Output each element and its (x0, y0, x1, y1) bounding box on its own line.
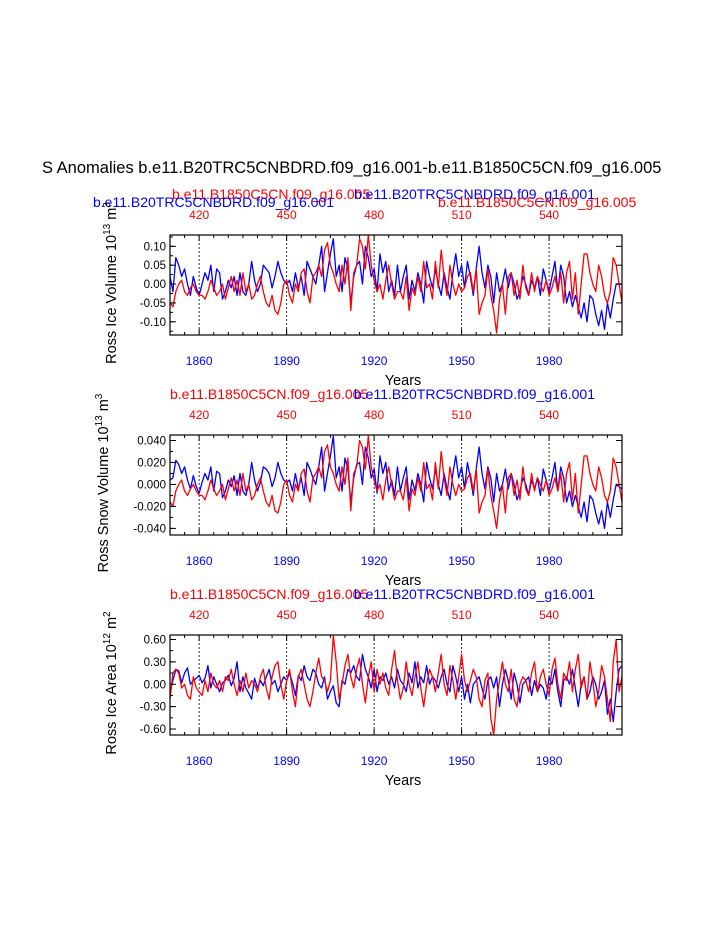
top-x-tick-label: 540 (539, 408, 559, 422)
top-x-tick-label: 480 (364, 408, 384, 422)
snow-volume-panel: 1860 1890 1920 1950 1980 420 450 480 510 540 0.040… (94, 386, 623, 589)
y-tick-label: 0.30 (144, 657, 166, 669)
y-tick-label: -0.60 (140, 724, 166, 736)
x-tick-label: 1980 (536, 354, 563, 368)
x-tick-label: 1920 (361, 754, 388, 768)
y-axis-label-ylabel-exp: 13 (94, 415, 105, 427)
x-axis-label: Years (385, 573, 422, 589)
top-x-tick-label: 510 (452, 408, 472, 422)
y-axis-label-ylabel-unit: m (104, 617, 120, 633)
top-x-tick-label: 450 (277, 208, 297, 222)
x-tick-label: 1890 (273, 554, 300, 568)
figure-title: S Anomalies b.e11.B20TRC5CNBDRD.f09_g16.… (42, 159, 661, 177)
series-line-blue (170, 653, 622, 723)
top-legend-blue-1: b.e11.B20TRC5CNBDRD.f09_g16.001 (93, 194, 334, 210)
top-legend-red-1: b.e11.B1850C5CN.f09_g16.005 (172, 186, 370, 202)
top-x-tick-label: 480 (364, 208, 384, 222)
x-tick-label: 1890 (273, 354, 300, 368)
y-tick-label: -0.040 (133, 523, 166, 535)
top-x-tick-label: 420 (189, 608, 209, 622)
plot-frame (169, 434, 623, 536)
top-x-tick-label: 540 (539, 608, 559, 622)
x-tick-label: 1860 (186, 354, 213, 368)
top-x-tick-label: 450 (277, 408, 297, 422)
series-line-red (170, 635, 622, 735)
y-axis-label-ylabel: Ross Ice Volume 10 (104, 235, 120, 364)
top-x-tick-label: 420 (189, 408, 209, 422)
x-tick-label: 1890 (273, 754, 300, 768)
y-tick-label: 0.60 (144, 634, 166, 646)
y-axis-label: Ross Snow Volume 1013 m3 (94, 393, 112, 572)
series-line-red (170, 435, 622, 530)
y-tick-label: 0.10 (144, 241, 166, 253)
y-tick-label: -0.30 (140, 702, 166, 714)
x-tick-label: 1980 (536, 754, 563, 768)
y-tick-label: 0.00 (144, 679, 166, 691)
y-axis-label: Ross Ice Volume 1013 m3 (102, 202, 120, 364)
y-axis-label-ylabel: Ross Ice Area 10 (104, 644, 120, 754)
y-tick-label: 0.040 (137, 435, 166, 447)
plot-frame (169, 634, 623, 736)
top-x-tick-label: 480 (364, 608, 384, 622)
y-tick-label: 0.000 (137, 479, 166, 491)
y-axis-label-ylabel-exp: 12 (102, 633, 113, 645)
y-axis-label: Ross Ice Area 1012 m2 (102, 611, 120, 755)
y-axis-label-ylabel-unit-exp: 3 (94, 393, 105, 399)
top-x-tick-label: 510 (452, 208, 472, 222)
top-x-tick-label: 540 (539, 208, 559, 222)
x-tick-label: 1980 (536, 554, 563, 568)
legend-blue-label: b.e11.B20TRC5CNBDRD.f09_g16.001 (354, 386, 595, 402)
x-tick-label: 1860 (186, 754, 213, 768)
ice-volume-panel: 1860 1890 1920 1950 1980 420 450 480 510 540 0.10 0… (102, 202, 623, 389)
top-x-tick-label: 450 (277, 608, 297, 622)
legend-red-label: b.e11.B1850C5CN.f09_g16.005 (170, 586, 368, 602)
x-tick-label: 1860 (186, 554, 213, 568)
y-axis-label-ylabel-unit: m (96, 399, 112, 415)
x-axis-label: Years (385, 773, 422, 789)
x-axis-label: Years (385, 373, 422, 389)
top-x-tick-label: 420 (189, 208, 209, 222)
y-tick-label: 0.05 (144, 260, 166, 272)
y-axis-label-ylabel-unit: m (104, 208, 120, 224)
y-tick-label: 0.020 (137, 457, 166, 469)
y-tick-label: -0.10 (140, 317, 166, 329)
x-tick-label: 1920 (361, 554, 388, 568)
y-axis-label-ylabel-unit-exp: 3 (102, 202, 113, 208)
y-tick-label: -0.05 (140, 298, 166, 310)
x-tick-label: 1950 (448, 354, 475, 368)
series-line-red (170, 235, 622, 334)
top-legend-blue-2: b.e11.B20TRC5CNBDRD.f09_g16.001 (354, 186, 595, 202)
y-tick-label: -0.020 (133, 501, 166, 513)
x-tick-label: 1950 (448, 754, 475, 768)
legend-blue-label: b.e11.B20TRC5CNBDRD.f09_g16.001 (354, 586, 595, 602)
y-axis-label-ylabel-exp: 13 (102, 223, 113, 235)
x-tick-label: 1950 (448, 554, 475, 568)
top-x-tick-label: 510 (452, 608, 472, 622)
y-axis-label-ylabel-unit-exp: 2 (102, 611, 113, 617)
plot-frame (169, 234, 623, 336)
x-tick-label: 1920 (361, 354, 388, 368)
y-tick-label: 0.00 (144, 279, 166, 291)
y-axis-label-ylabel: Ross Snow Volume 10 (96, 426, 112, 572)
legend-red-label: b.e11.B1850C5CN.f09_g16.005 (170, 386, 368, 402)
top-legend-red-2: b.e11.B1850C5CN.f09_g16.005 (438, 194, 636, 210)
ice-area-panel: 1860 1890 1920 1950 1980 420 450 480 510 540 0.60 0… (102, 586, 623, 789)
